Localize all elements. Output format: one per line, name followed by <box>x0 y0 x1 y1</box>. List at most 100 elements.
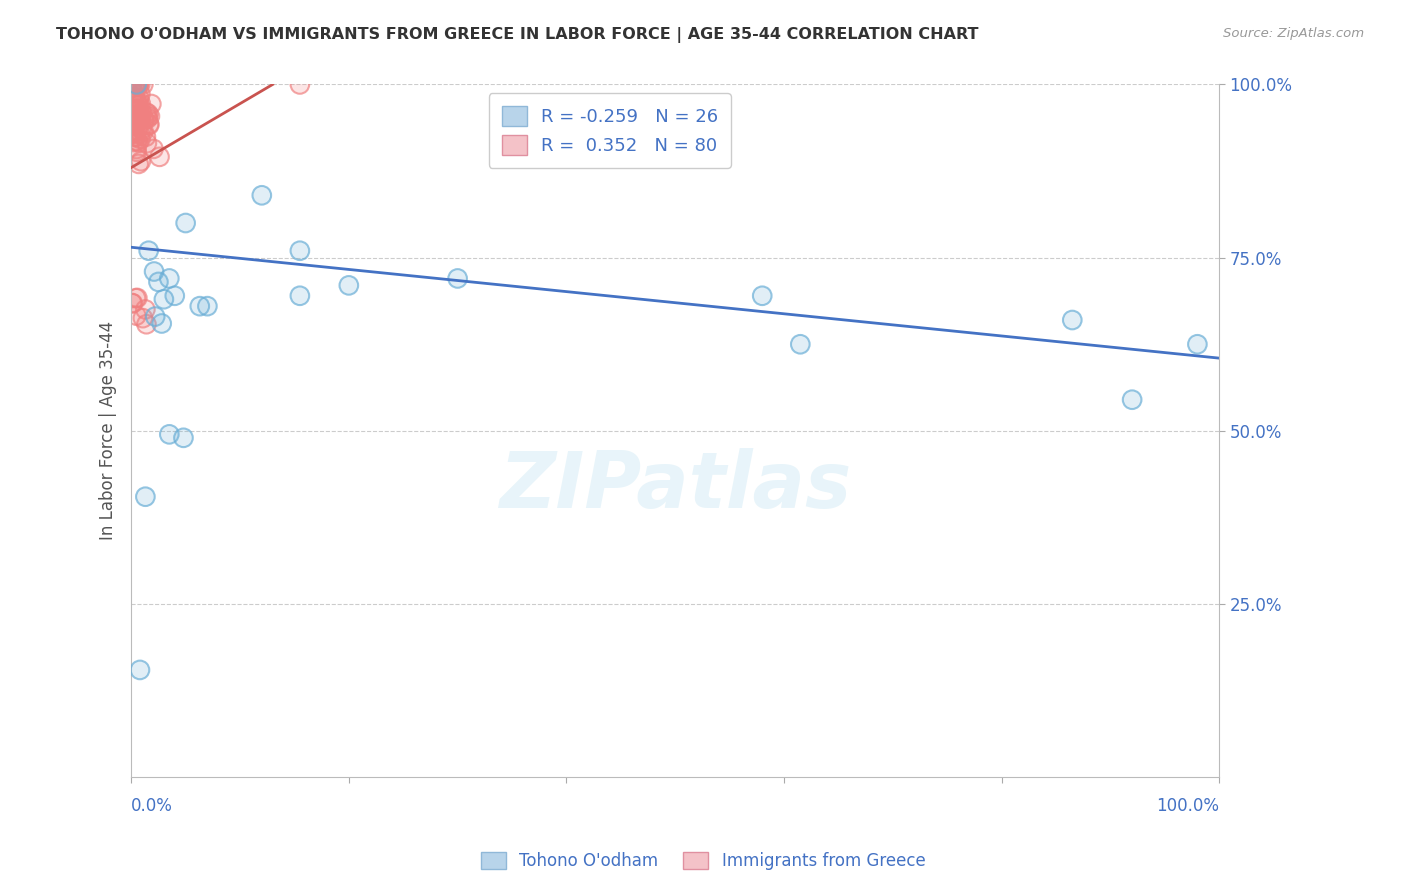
Point <box>121 123 143 137</box>
Point <box>125 115 148 129</box>
Point <box>250 188 273 202</box>
Point <box>125 115 148 129</box>
Point <box>121 112 143 127</box>
Point <box>124 78 146 92</box>
Point <box>128 157 150 171</box>
Point <box>135 105 157 120</box>
Point <box>1121 392 1143 407</box>
Point <box>174 216 197 230</box>
Point <box>134 113 156 128</box>
Point <box>121 112 143 127</box>
Text: 100.0%: 100.0% <box>1156 797 1219 814</box>
Legend: Tohono O'odham, Immigrants from Greece: Tohono O'odham, Immigrants from Greece <box>474 845 932 877</box>
Point <box>129 154 152 169</box>
Point <box>337 278 360 293</box>
Point <box>135 129 157 144</box>
Point <box>125 78 148 92</box>
Point <box>127 291 149 305</box>
Point <box>125 134 148 148</box>
Point <box>125 145 148 159</box>
Point <box>122 109 145 123</box>
Point <box>122 87 145 101</box>
Point <box>125 309 148 323</box>
Point <box>197 299 219 313</box>
Point <box>142 142 165 156</box>
Point <box>138 244 160 258</box>
Point <box>124 78 146 92</box>
Point <box>121 80 143 95</box>
Point <box>131 106 153 120</box>
Point <box>150 317 173 331</box>
Point <box>127 78 149 92</box>
Point <box>288 244 311 258</box>
Point <box>122 109 145 123</box>
Point <box>127 103 149 117</box>
Text: Source: ZipAtlas.com: Source: ZipAtlas.com <box>1223 27 1364 40</box>
Point <box>127 78 149 92</box>
Point <box>122 90 145 104</box>
Point <box>143 310 166 324</box>
Point <box>1062 313 1084 327</box>
Point <box>129 78 152 92</box>
Point <box>163 289 186 303</box>
Point <box>122 135 145 149</box>
Point <box>172 431 194 445</box>
Point <box>127 78 149 92</box>
Point <box>138 117 160 131</box>
Point <box>125 112 148 127</box>
Point <box>127 135 149 149</box>
Point <box>124 130 146 145</box>
Point <box>142 142 165 156</box>
Point <box>789 337 811 351</box>
Point <box>122 95 145 109</box>
Point <box>122 91 145 105</box>
Point <box>1187 337 1209 351</box>
Point <box>153 292 176 306</box>
Point <box>141 97 163 112</box>
Point <box>121 123 143 137</box>
Point <box>121 296 143 310</box>
Text: 0.0%: 0.0% <box>131 797 173 814</box>
Point <box>135 317 157 331</box>
Point <box>131 122 153 136</box>
Point <box>125 291 148 305</box>
Point <box>288 289 311 303</box>
Point <box>143 264 166 278</box>
Point <box>127 78 149 92</box>
Point <box>446 271 468 285</box>
Point <box>157 427 180 442</box>
Point <box>128 157 150 171</box>
Point <box>122 87 145 101</box>
Point <box>138 118 160 132</box>
Point <box>132 124 155 138</box>
Point <box>197 299 219 313</box>
Point <box>131 122 153 136</box>
Point <box>124 112 146 126</box>
Point <box>127 291 149 305</box>
Point <box>124 78 146 92</box>
Point <box>127 78 149 92</box>
Point <box>132 124 155 138</box>
Point <box>129 113 152 128</box>
Point <box>124 119 146 133</box>
Point <box>132 112 155 126</box>
Point <box>136 112 159 126</box>
Point <box>128 107 150 121</box>
Point <box>125 114 148 128</box>
Point <box>138 244 160 258</box>
Point <box>122 126 145 140</box>
Point <box>134 302 156 317</box>
Point <box>125 95 148 109</box>
Point <box>751 289 773 303</box>
Point <box>127 103 149 117</box>
Point <box>129 663 152 677</box>
Point <box>174 216 197 230</box>
Point <box>129 113 152 128</box>
Point <box>124 112 146 126</box>
Point <box>127 102 149 116</box>
Point <box>138 118 160 132</box>
Point <box>163 289 186 303</box>
Point <box>129 663 152 677</box>
Point <box>150 317 173 331</box>
Point <box>136 110 159 124</box>
